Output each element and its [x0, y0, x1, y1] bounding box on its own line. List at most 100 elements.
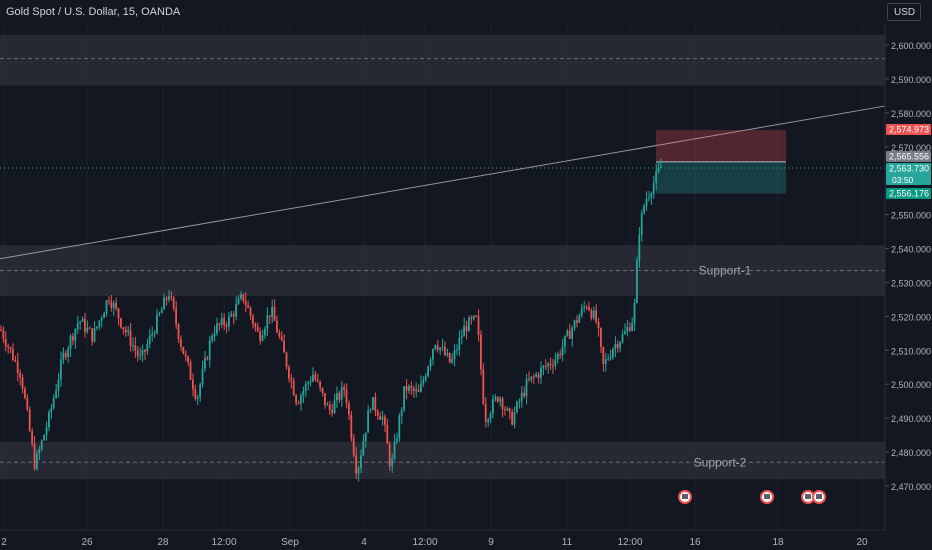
candle-body [271, 306, 273, 317]
candle-body [146, 344, 149, 352]
candle-body [391, 458, 393, 467]
candle-body [655, 171, 657, 183]
candle-body [52, 397, 55, 408]
x-tick-label: 12:00 [211, 537, 236, 548]
candle-body [468, 317, 470, 332]
candle-body [230, 314, 233, 317]
candle-body [436, 345, 439, 350]
candle-body [268, 315, 271, 317]
candle-body [120, 318, 122, 328]
candle-body [122, 327, 125, 330]
y-tick-label: 2,600.000 [891, 41, 931, 51]
candle-body [367, 410, 369, 433]
candle-body [482, 369, 485, 404]
candle-body [324, 392, 326, 405]
candle-body [141, 349, 144, 356]
candle-body [79, 321, 81, 324]
candle-body [612, 348, 614, 358]
candle-body [621, 333, 624, 343]
candle-body [158, 313, 161, 315]
candle-body [636, 260, 638, 303]
event-flag-glyph [816, 494, 822, 499]
y-tick-label: 2,470.000 [891, 482, 931, 492]
candle-body [420, 383, 422, 392]
y-tick-label: 2,550.000 [891, 211, 931, 221]
zone-label: Support-2 [694, 455, 747, 469]
candle-body [494, 396, 497, 400]
candle-body [64, 352, 67, 358]
candle-body [247, 305, 249, 308]
candle-body [628, 327, 631, 331]
candle-body [516, 401, 518, 413]
currency-button[interactable]: USD [887, 3, 921, 21]
zone-box [0, 441, 885, 480]
candle-body [74, 328, 77, 341]
price-tag-stop [886, 124, 931, 135]
candle-body [321, 387, 324, 393]
candle-body [62, 352, 65, 360]
candle-body [285, 352, 288, 368]
candle-body [583, 306, 585, 309]
x-tick-label: 9 [488, 537, 494, 548]
y-tick-label: 2,510.000 [891, 346, 931, 356]
candle-body [609, 357, 612, 359]
candle-body [91, 328, 93, 342]
price-tag-entry [886, 151, 931, 162]
event-flag-glyph [764, 494, 770, 499]
candle-body [518, 401, 521, 403]
candle-body [408, 386, 410, 391]
candle-body [328, 404, 331, 411]
candle-body [523, 392, 525, 397]
candle-body [532, 376, 535, 378]
candle-body [561, 346, 564, 356]
y-tick-label: 2,540.000 [891, 245, 931, 255]
candle-body [88, 327, 91, 329]
candle-body [624, 331, 626, 334]
candle-body [364, 432, 367, 442]
candle-body [38, 449, 41, 454]
candle-body [69, 336, 72, 349]
candle-body [456, 349, 458, 351]
candle-body [544, 366, 547, 368]
candle-body [427, 366, 429, 377]
candle-body [170, 296, 173, 298]
candle-body [86, 327, 89, 332]
candle-body [244, 300, 247, 306]
candle-body [273, 306, 276, 321]
candle-body [412, 387, 415, 392]
candle-body [348, 403, 350, 415]
candle-body [556, 353, 559, 360]
candle-body [148, 335, 151, 345]
candle-body [0, 329, 2, 331]
candle-body [252, 315, 254, 325]
candle-body [520, 392, 523, 402]
candle-body [352, 438, 355, 456]
candle-body [422, 379, 425, 384]
candle-body [535, 374, 537, 377]
candle-body [177, 324, 180, 339]
price-tag-label-stop: 2,574.973 [889, 125, 929, 135]
candle-body [588, 307, 590, 311]
candle-body [196, 396, 199, 399]
candle-body [172, 297, 175, 309]
y-tick-label: 2,490.000 [891, 414, 931, 424]
candle-body [93, 328, 96, 342]
candle-body [614, 344, 617, 349]
candle-body [280, 336, 283, 341]
candle-body [300, 395, 302, 404]
candle-body [477, 316, 480, 335]
candle-body [237, 298, 240, 305]
candle-body [26, 397, 29, 410]
x-tick-label: 28 [157, 537, 169, 548]
x-tick-label: 20 [856, 537, 868, 548]
candle-body [187, 356, 189, 363]
event-flag-glyph [805, 494, 811, 499]
candle-body [21, 377, 24, 389]
x-tick-label: 11 [562, 537, 573, 548]
candle-body [432, 349, 434, 360]
candle-body [84, 318, 86, 332]
candle-body [540, 367, 542, 378]
candle-body [600, 328, 602, 347]
chart-title: Gold Spot / U.S. Dollar, 15, OANDA [6, 6, 181, 18]
